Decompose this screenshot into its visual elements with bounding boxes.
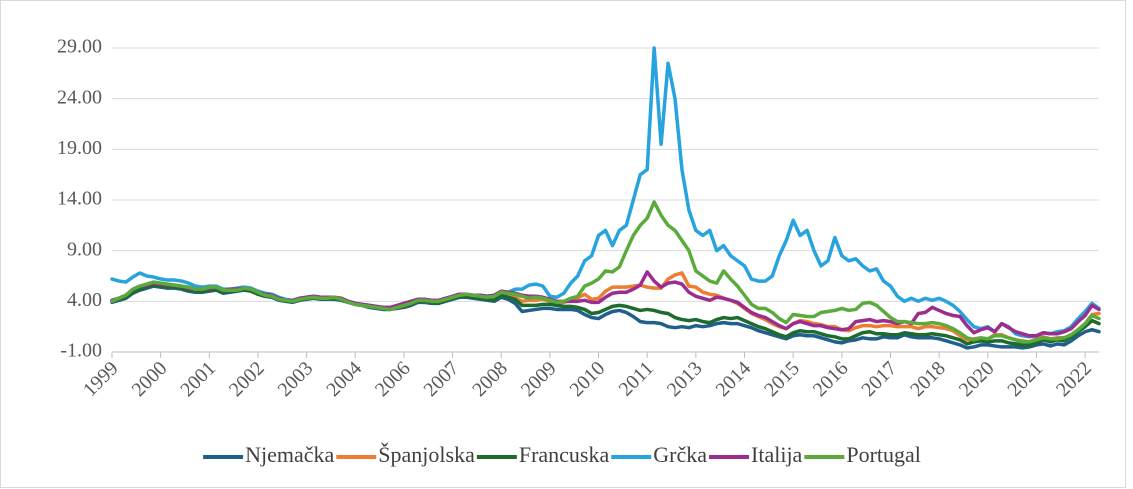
y-tick-label: 24.00 [57, 86, 102, 108]
legend-label: Francuska [519, 442, 610, 467]
series-line [110, 200, 1101, 344]
y-tick-label: 4.00 [67, 289, 102, 311]
legend-label: Španjolska [378, 442, 475, 467]
y-tick-label: -1.00 [60, 340, 102, 362]
legend-label: Grčka [653, 442, 707, 467]
legend-label: Italija [751, 442, 803, 467]
y-tick-label: 9.00 [67, 238, 102, 260]
legend-label: Njemačka [245, 442, 334, 467]
y-tick-label: 14.00 [57, 188, 102, 210]
y-tick-label: 29.00 [57, 36, 102, 58]
legend-label: Portugal [846, 442, 921, 467]
y-tick-label: 19.00 [57, 137, 102, 159]
